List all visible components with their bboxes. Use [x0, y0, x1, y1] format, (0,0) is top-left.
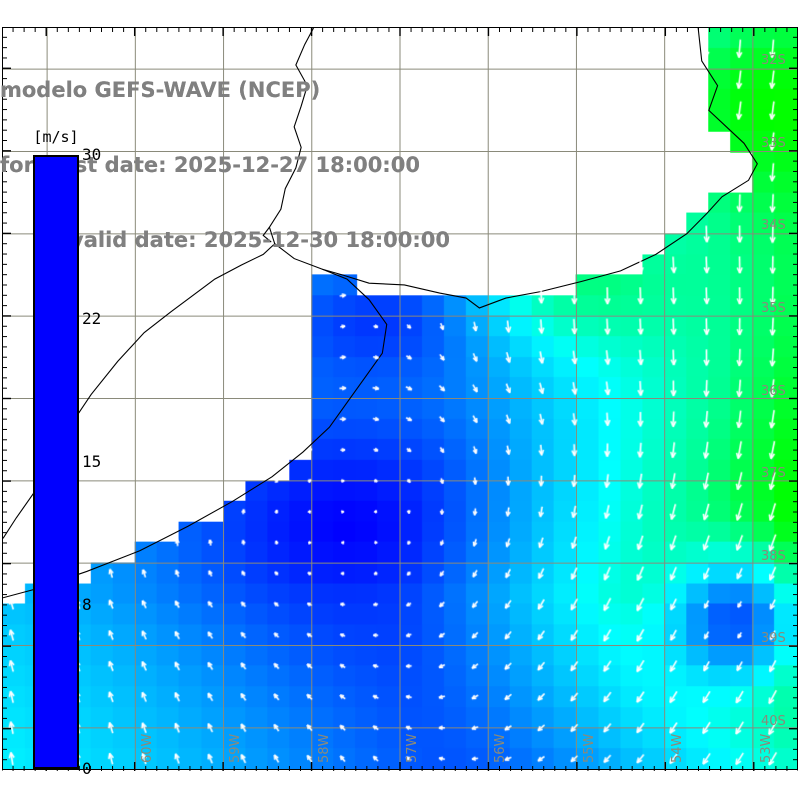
colorbar-tick-8: 8	[82, 595, 92, 615]
title-model-line: modelo GEFS-WAVE (NCEP)	[0, 78, 321, 102]
chart-title-block: modelo GEFS-WAVE (NCEP) forecast date: 2…	[0, 28, 520, 303]
colorbar-gradient	[35, 157, 77, 767]
title-forecast-date: forecast date: 2025-12-27 18:00:00	[0, 153, 420, 177]
colorbar-tick-15: 15	[82, 452, 102, 471]
title-valid-date: valid date: 2025-12-30 18:00:00	[70, 228, 450, 252]
colorbar-unit-label: [m/s]	[33, 128, 79, 146]
colorbar-tick-30: 30	[82, 145, 102, 164]
colorbar: [m/s] 30 22 15 8 0	[16, 128, 101, 777]
colorbar-box	[33, 155, 79, 769]
colorbar-tick-22: 22	[82, 308, 102, 328]
colorbar-tick-0: 0	[82, 759, 92, 778]
